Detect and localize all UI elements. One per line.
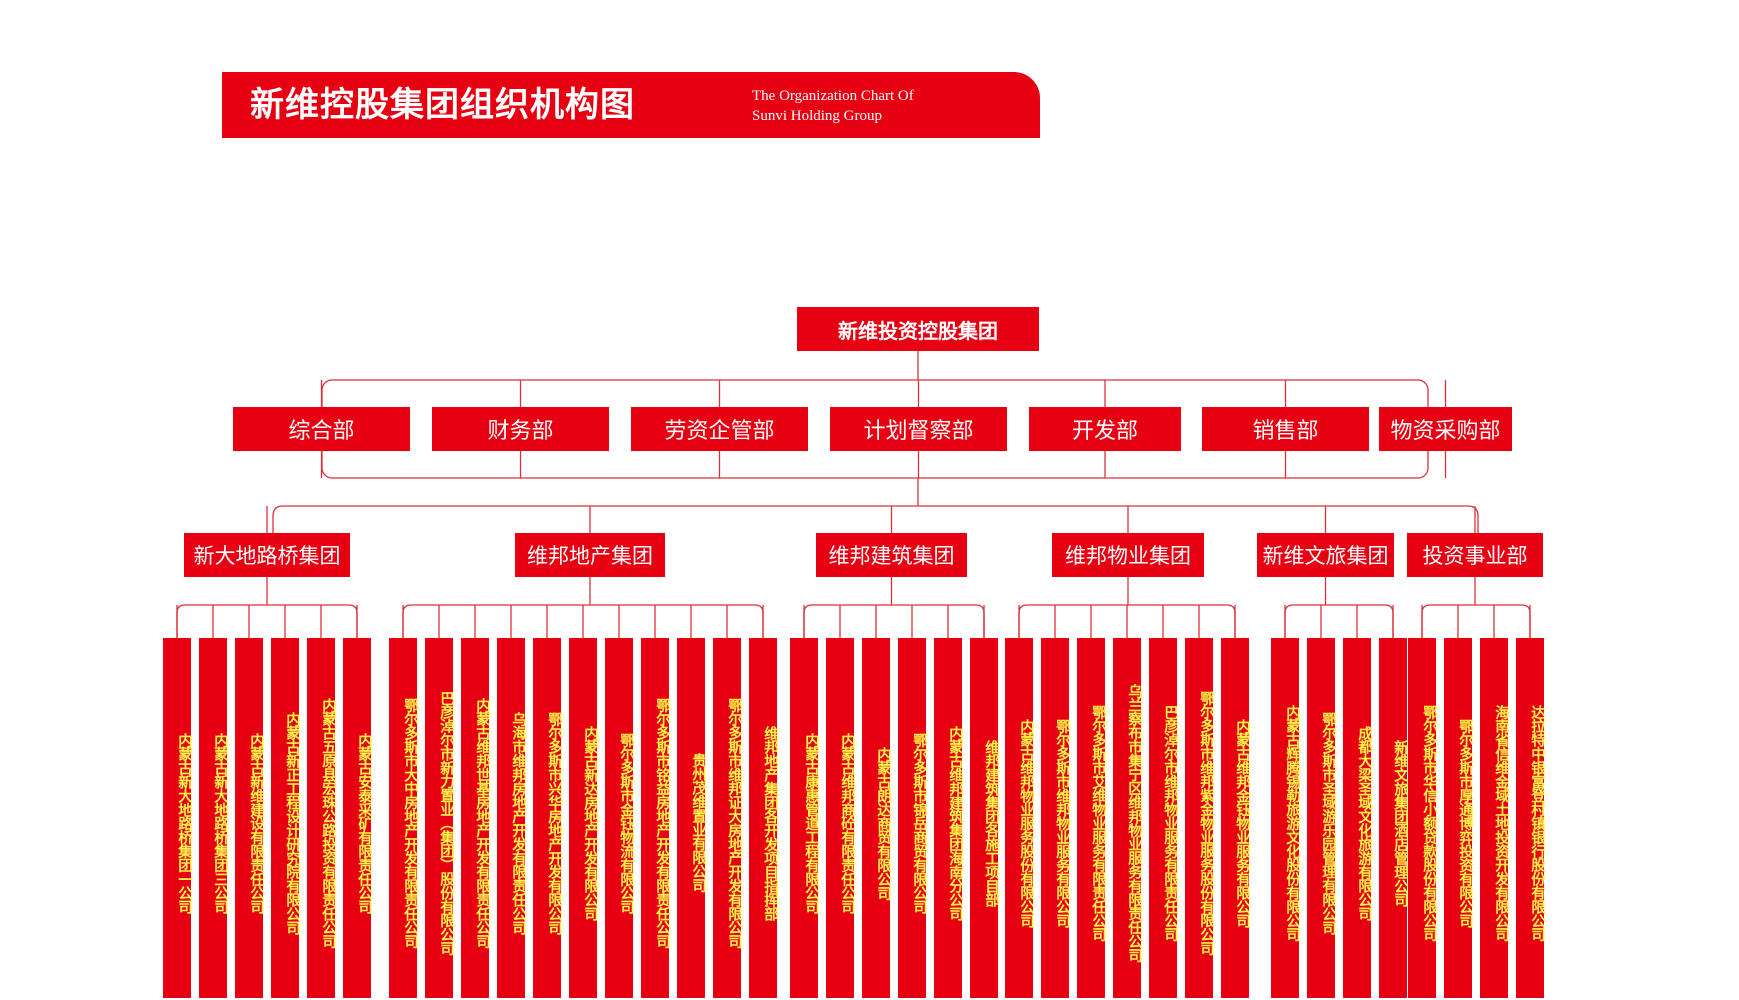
title-banner: 新维控股集团组织机构图 The Organization Chart Of Su… xyxy=(222,72,1040,138)
department-box: 物资采购部 xyxy=(1379,407,1512,451)
department-box: 销售部 xyxy=(1202,407,1369,451)
subsidiary-box: 鄂尔多斯市维邦物业服务有限公司 xyxy=(1041,638,1070,998)
subsidiary-box: 内蒙古安泰采矿有限责任公司 xyxy=(343,638,372,998)
subsidiary-box: 鄂尔多斯市厚通博弈投资有限公司 xyxy=(1444,638,1473,998)
subsidiary-box: 成都大梁圣域文化旅游有限公司 xyxy=(1343,638,1372,998)
subsidiary-box: 内蒙古新维建设有限责任公司 xyxy=(235,638,264,998)
group-box: 维邦地产集团 xyxy=(515,533,665,577)
subsidiary-box: 内蒙古维邦世基房地产开发有限责任公司 xyxy=(461,638,490,998)
department-box: 计划督察部 xyxy=(830,407,1007,451)
department-box: 综合部 xyxy=(233,407,410,451)
group-box: 投资事业部 xyxy=(1407,533,1543,577)
root-node: 新维投资控股集团 xyxy=(797,307,1039,351)
department-box: 财务部 xyxy=(432,407,609,451)
subsidiary-box: 内蒙古维邦建筑集团海南分公司 xyxy=(934,638,963,998)
subsidiary-box: 内蒙古康惠管道工程有限公司 xyxy=(790,638,819,998)
subsidiary-box: 鄂尔多斯市艾维物业服务有限责任公司 xyxy=(1077,638,1106,998)
subsidiary-box: 鄂尔多斯市维邦紫金物业服务股份有限公司 xyxy=(1185,638,1214,998)
subsidiary-box: 贵州茂维置业有限公司 xyxy=(677,638,706,998)
subsidiary-box: 内蒙古朗达商贸有限公司 xyxy=(862,638,891,998)
subsidiary-box: 巴彦淖尔市新力置业（集团）股份有限公司 xyxy=(425,638,454,998)
subsidiary-box: 鄂尔多斯市大中房地产开发有限责任公司 xyxy=(389,638,418,998)
page-subtitle: The Organization Chart Of Sunvi Holding … xyxy=(752,86,914,126)
subsidiary-box: 鄂尔多斯市圣域游乐园管理有限公司 xyxy=(1307,638,1336,998)
subsidiary-box: 新维文旅集团酒店管理公司 xyxy=(1379,638,1408,998)
subsidiary-box: 乌兰察布市集宁区维邦物业服务有限责任公司 xyxy=(1113,638,1142,998)
subsidiary-box: 巴彦淖尔市维邦物业服务有限责任公司 xyxy=(1149,638,1178,998)
subsidiary-box: 乌海市维邦房地产开发有限责任公司 xyxy=(497,638,526,998)
bracket-line xyxy=(272,505,1479,533)
subtitle-line-1: The Organization Chart Of xyxy=(752,88,914,104)
subsidiary-box: 达拉特中银富登村镇银行股份有限公司 xyxy=(1516,638,1545,998)
subsidiary-box: 内蒙古新达房地产开发有限公司 xyxy=(569,638,598,998)
group-box: 新维文旅集团 xyxy=(1257,533,1394,577)
subsidiary-box: 内蒙古五原县宏珠公路投资有限责任公司 xyxy=(307,638,336,998)
group-box: 新大地路桥集团 xyxy=(184,533,350,577)
subsidiary-box: 鄂尔多斯市兴华房地产开发有限公司 xyxy=(533,638,562,998)
bracket-line xyxy=(1421,604,1531,638)
page-title: 新维控股集团组织机构图 xyxy=(250,85,635,125)
subsidiary-box: 内蒙古维邦商砼有限责任公司 xyxy=(826,638,855,998)
subsidiary-box: 内蒙古维邦金钰物业服务有限公司 xyxy=(1221,638,1250,998)
bracket-line xyxy=(176,604,358,638)
subsidiary-box: 鄂尔多斯市锦岳商贸有限公司 xyxy=(898,638,927,998)
subsidiary-box: 维邦地产集团各开发项目指挥部 xyxy=(749,638,778,998)
subsidiary-box: 内蒙古辉腾锡勒旅游文化股份有限公司 xyxy=(1271,638,1300,998)
bracket-line xyxy=(803,604,985,638)
subsidiary-box: 内蒙古新大地路桥集团一公司 xyxy=(163,638,192,998)
subsidiary-box: 鄂尔多斯市维邦证大房地产开发有限公司 xyxy=(713,638,742,998)
subtitle-line-2: Sunvi Holding Group xyxy=(752,108,883,124)
subsidiary-box: 内蒙古维邦物业服务股份有限公司 xyxy=(1005,638,1034,998)
group-box: 维邦物业集团 xyxy=(1052,533,1204,577)
group-box: 维邦建筑集团 xyxy=(816,533,967,577)
subsidiary-box: 鄂尔多斯市华信小额贷款股份有限公司 xyxy=(1408,638,1437,998)
subsidiary-box: 鄂尔多斯市铭益房地产开发有限责任公司 xyxy=(641,638,670,998)
subsidiary-box: 海南省信维金域土地投资开发有限公司 xyxy=(1480,638,1509,998)
department-box: 开发部 xyxy=(1029,407,1181,451)
subsidiary-box: 内蒙古新大地路桥集团三公司 xyxy=(199,638,228,998)
department-box: 劳资企管部 xyxy=(631,407,808,451)
subsidiary-box: 鄂尔多斯市金钰物流有限公司 xyxy=(605,638,634,998)
subsidiary-box: 内蒙古新正工程设计研究院有限公司 xyxy=(271,638,300,998)
bracket-line xyxy=(1284,604,1394,638)
subsidiary-box: 维邦建筑集团各施工项目部 xyxy=(970,638,999,998)
